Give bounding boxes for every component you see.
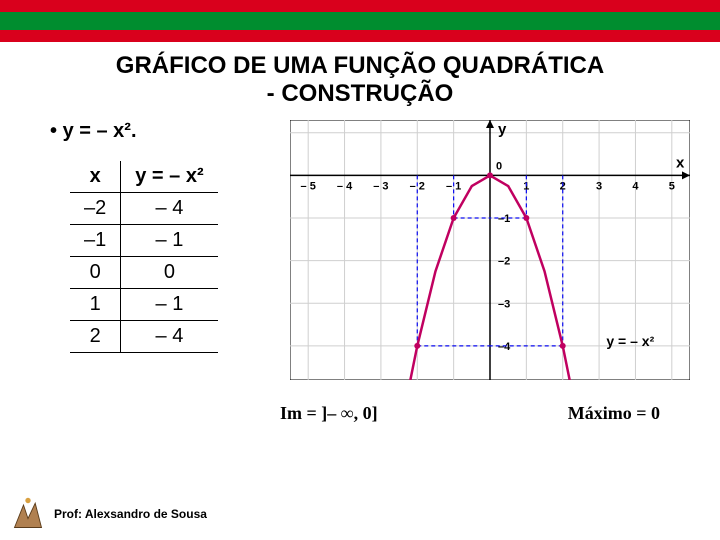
table-cell: – 1 — [121, 289, 218, 321]
svg-text:– 3: – 3 — [373, 181, 388, 193]
table-row: 1– 1 — [70, 289, 218, 321]
svg-text:– 4: – 4 — [337, 181, 353, 193]
table-row: –2– 4 — [70, 193, 218, 225]
title-line1: GRÁFICO DE UMA FUNÇÃO QUADRÁTICA — [116, 52, 604, 79]
svg-text:5: 5 — [669, 181, 675, 193]
footer-logo-icon — [10, 496, 46, 532]
svg-text:x: x — [676, 155, 685, 172]
svg-text:y = – x²: y = – x² — [606, 333, 654, 349]
table-row: 00 — [70, 257, 218, 289]
table-cell: 1 — [70, 289, 121, 321]
table-row: 2– 4 — [70, 321, 218, 353]
table-header: x — [70, 161, 121, 193]
top-green-bar — [0, 12, 720, 30]
table-cell: – 1 — [121, 225, 218, 257]
svg-text:–3: –3 — [498, 298, 510, 310]
bottom-red-bar — [0, 30, 720, 42]
svg-text:– 5: – 5 — [301, 181, 316, 193]
parabola-chart: yx0– 5– 4– 3– 2– 112345–1–2–3–4y = – x² — [290, 120, 690, 380]
table-cell: 2 — [70, 321, 121, 353]
table-cell: 0 — [121, 257, 218, 289]
svg-text:0: 0 — [496, 161, 502, 173]
svg-text:y: y — [498, 121, 507, 138]
top-red-bar — [0, 0, 720, 12]
svg-text:–2: –2 — [498, 256, 510, 268]
image-set-text: Im = ]– ∞, 0] — [280, 403, 378, 424]
table-cell: –2 — [70, 193, 121, 225]
values-table: xy = – x² –2– 4–1– 1001– 12– 4 — [70, 161, 218, 353]
footer-author: Prof: Alexsandro de Sousa — [54, 507, 207, 521]
svg-text:4: 4 — [632, 181, 639, 193]
table-row: –1– 1 — [70, 225, 218, 257]
function-bullet: y = – x². — [50, 120, 270, 143]
table-cell: 0 — [70, 257, 121, 289]
table-header: y = – x² — [121, 161, 218, 193]
title-line2: - CONSTRUÇÃO — [267, 80, 454, 107]
svg-text:3: 3 — [596, 181, 602, 193]
svg-text:–4: –4 — [498, 341, 511, 353]
maximum-text: Máximo = 0 — [568, 403, 660, 424]
table-cell: – 4 — [121, 321, 218, 353]
svg-text:–1: –1 — [498, 213, 510, 225]
table-cell: –1 — [70, 225, 121, 257]
page-title: GRÁFICO DE UMA FUNÇÃO QUADRÁTICA - CONST… — [0, 42, 720, 112]
table-cell: – 4 — [121, 193, 218, 225]
